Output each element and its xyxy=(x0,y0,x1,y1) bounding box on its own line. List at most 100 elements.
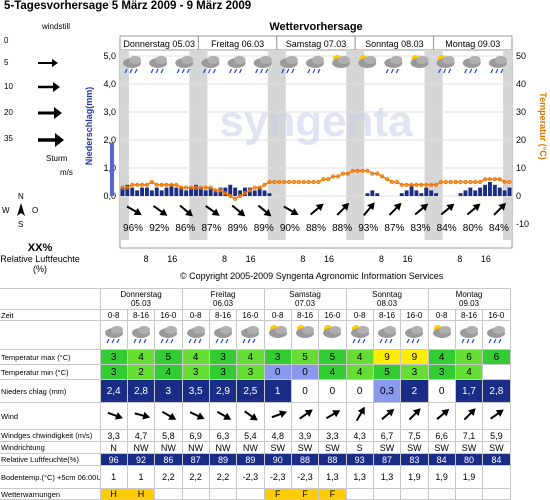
wind-arrow-shaft xyxy=(179,204,190,214)
rh-value: 87 xyxy=(372,453,402,466)
wind-speed-value: 5,9 xyxy=(482,429,511,442)
table-day-header: Freitag 06.03 xyxy=(181,288,265,310)
rain-drop-icon xyxy=(133,338,137,344)
precip-bar xyxy=(159,190,164,196)
weather-icon xyxy=(296,325,315,338)
weather-icon-cell xyxy=(126,320,156,350)
rh-value: 86 xyxy=(154,453,183,466)
wind-speed-value: 5,8 xyxy=(154,429,183,442)
x-tick-label: 8 xyxy=(144,254,149,264)
wind-arrow-svg xyxy=(381,408,395,420)
weather-icon xyxy=(186,326,205,344)
rain-drop-icon xyxy=(498,338,502,344)
temp-point xyxy=(399,182,404,187)
precip-bar xyxy=(414,190,419,196)
weather-icon xyxy=(241,326,260,344)
temp-point xyxy=(370,171,375,176)
precip-bar xyxy=(203,190,208,196)
weather-icon xyxy=(432,325,451,338)
soil-value: 1,9 xyxy=(400,465,429,489)
precip-bar xyxy=(365,193,370,196)
precip-value: 2,5 xyxy=(236,379,265,403)
wind-arrow-svg xyxy=(409,408,422,421)
wind-arrow-icon xyxy=(231,204,246,217)
wind-arrow-shaft xyxy=(463,411,473,421)
rain-drop-icon xyxy=(129,68,133,74)
wind-arrow-cell xyxy=(427,402,456,430)
rain-drop-icon xyxy=(202,68,206,74)
weather-icon-cell xyxy=(290,320,320,350)
soil-value: -2,3 xyxy=(236,465,265,489)
temp-point xyxy=(380,174,385,179)
wind-dir-value: SW xyxy=(400,441,429,454)
temp-point xyxy=(193,185,199,190)
temp-max-value: 5 xyxy=(318,349,347,365)
table-day-name: Montag xyxy=(455,290,483,299)
chart-frame xyxy=(119,35,513,249)
rain-drop-icon xyxy=(238,68,243,74)
cloud-icon xyxy=(181,56,194,64)
cloud-icon xyxy=(220,326,232,334)
wind-arrow-icon xyxy=(493,202,507,216)
humidity-value: 87% xyxy=(201,223,221,234)
precip-bar xyxy=(488,182,492,196)
temp-point xyxy=(448,179,453,185)
temp-min-value: 3 xyxy=(99,364,128,380)
y2-axis-title: Temperatur (°C) xyxy=(538,92,548,159)
precip-bar xyxy=(497,187,502,196)
temp-point xyxy=(375,171,380,176)
wind-legend-row: 0 xyxy=(0,34,80,50)
table-day-name: Samstag xyxy=(289,290,321,299)
rain-drop-icon xyxy=(138,338,142,344)
wind-arrow-icon xyxy=(162,410,177,420)
precip-value: 2,9 xyxy=(208,379,238,403)
x-tick-label: 8 xyxy=(300,254,305,264)
table-day-name: Sonntag xyxy=(372,290,402,299)
temp-point xyxy=(286,179,292,185)
wind-arrow-head xyxy=(386,408,395,417)
time-slot: 0-8 xyxy=(263,309,292,321)
time-slot: 8-16 xyxy=(126,309,156,321)
rain-drop-icon xyxy=(464,68,468,74)
temp-point xyxy=(433,182,439,187)
night-band xyxy=(120,50,129,240)
arrow-right-icon xyxy=(38,82,60,92)
temp-line xyxy=(122,170,510,200)
rain-drop-icon xyxy=(469,68,473,74)
temp-min-value: 5 xyxy=(372,364,402,380)
precip-bar xyxy=(473,190,478,196)
precip-bar xyxy=(120,187,125,196)
x-tick-label: 8 xyxy=(457,254,462,264)
cloud-icon xyxy=(192,326,205,334)
rain-drop-icon xyxy=(461,338,465,344)
wind-speed-value: 6,7 xyxy=(372,429,402,442)
zeit-label: Zeit xyxy=(0,309,101,321)
rain-drop-icon xyxy=(106,338,110,344)
temp-point xyxy=(218,188,223,193)
page-title: 5-Tagesvorhersage 5 März 2009 - 9 März 2… xyxy=(4,0,252,12)
wind-speed-value: 5,4 xyxy=(236,429,265,442)
temp-min-value: 0 xyxy=(263,364,292,380)
rain-drop-icon xyxy=(181,68,185,74)
temp-point xyxy=(252,185,257,190)
rain-drop-icon xyxy=(443,68,447,74)
rain-drop-icon xyxy=(247,338,251,344)
warn-value: F xyxy=(318,488,347,500)
rain-drop-icon xyxy=(291,68,295,74)
precip-bar xyxy=(198,187,203,196)
cloud-icon xyxy=(494,56,507,64)
temp-point xyxy=(458,179,463,185)
wind-arrow-shaft xyxy=(257,204,268,214)
wind-arrow-head xyxy=(142,411,151,420)
wind-arrow-shaft xyxy=(134,412,145,417)
wind-arrow-shaft xyxy=(309,206,320,216)
precip-bar xyxy=(419,193,424,196)
temp-point xyxy=(198,185,203,190)
cloud-icon xyxy=(137,326,150,334)
weather-icon xyxy=(159,326,178,344)
wind-legend-value: 35 xyxy=(4,134,13,143)
rain-drop-icon xyxy=(357,338,361,344)
soil-value: 1,3 xyxy=(318,465,347,489)
y2-tick-label: 40 xyxy=(516,79,526,89)
weather-icon-cell xyxy=(154,320,183,350)
